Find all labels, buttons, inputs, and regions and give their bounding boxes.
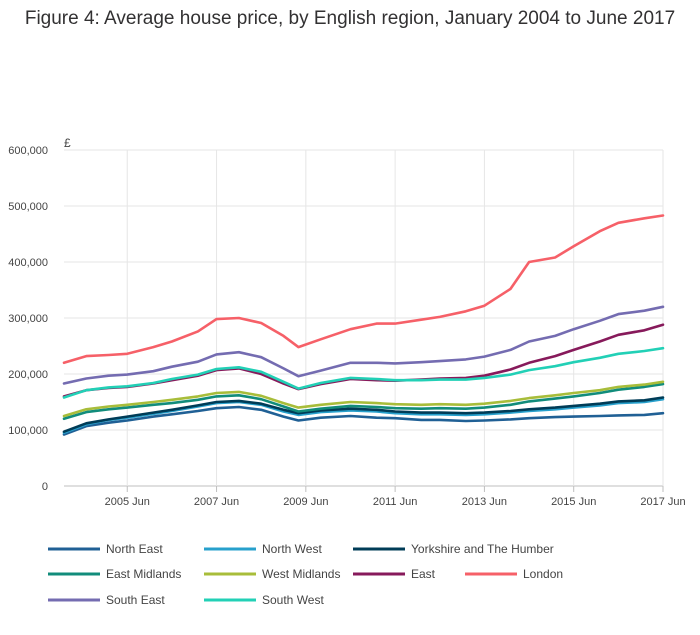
y-tick-label: 300,000: [8, 313, 48, 325]
y-tick-label: 400,000: [8, 257, 48, 269]
legend: North East North West Yorkshire and The Hu…: [48, 542, 563, 607]
legend-item-north-west: North West: [204, 542, 322, 556]
series-line-east: [62, 323, 665, 398]
legend-label: South West: [262, 593, 324, 607]
series-line-yorkshire-and-the-humber: [62, 396, 665, 433]
x-tick-label: 2011 Jun: [373, 496, 417, 508]
series-line-west-midlands: [62, 380, 665, 418]
y-tick-label: 0: [42, 481, 48, 493]
series-lines: [62, 214, 665, 436]
chart-title: Figure 4: Average house price, by Englis…: [25, 8, 675, 29]
legend-label: South East: [106, 593, 165, 607]
legend-item-south-west: South West: [204, 593, 324, 607]
legend-item-yorkshire-and-the-humber: Yorkshire and The Humber: [353, 542, 554, 556]
x-tick-label: 2013 Jun: [462, 496, 507, 508]
x-axis-ticks: 2005 Jun 2007 Jun 2009 Jun 2011 Jun 2013 Jun…: [105, 486, 686, 508]
series-line-south-west: [62, 346, 665, 399]
legend-label: North West: [262, 542, 322, 556]
y-tick-label: 100,000: [8, 425, 48, 437]
legend-item-east: East: [353, 567, 436, 581]
x-tick-label: 2015 Jun: [551, 496, 596, 508]
legend-item-london: London: [465, 567, 563, 581]
gridlines: [64, 149, 664, 487]
y-tick-label: 500,000: [8, 201, 48, 213]
legend-label: East Midlands: [106, 567, 181, 581]
legend-label: Yorkshire and The Humber: [411, 542, 554, 556]
x-tick-label: 2005 Jun: [105, 496, 150, 508]
x-tick-label: 2007 Jun: [194, 496, 239, 508]
y-axis-ticks: 0 100,000 200,000 300,000 400,000 500,000 600,…: [8, 145, 48, 493]
legend-label: London: [523, 567, 563, 581]
series-line-south-east: [62, 305, 665, 385]
legend-item-north-east: North East: [48, 542, 163, 556]
legend-item-south-east: South East: [48, 593, 165, 607]
y-tick-label: 600,000: [8, 145, 48, 157]
legend-item-east-midlands: East Midlands: [48, 567, 181, 581]
legend-label: North East: [106, 542, 163, 556]
y-axis-unit-label: £: [64, 136, 71, 150]
x-tick-label: 2017 Jun: [640, 496, 685, 508]
legend-label: East: [411, 567, 436, 581]
legend-label: West Midlands: [262, 567, 340, 581]
y-tick-label: 200,000: [8, 369, 48, 381]
x-tick-label: 2009 Jun: [283, 496, 328, 508]
legend-item-west-midlands: West Midlands: [204, 567, 340, 581]
series-line-london: [62, 214, 665, 365]
series-line-north-east: [62, 405, 665, 436]
series-line-east-midlands: [62, 382, 665, 421]
